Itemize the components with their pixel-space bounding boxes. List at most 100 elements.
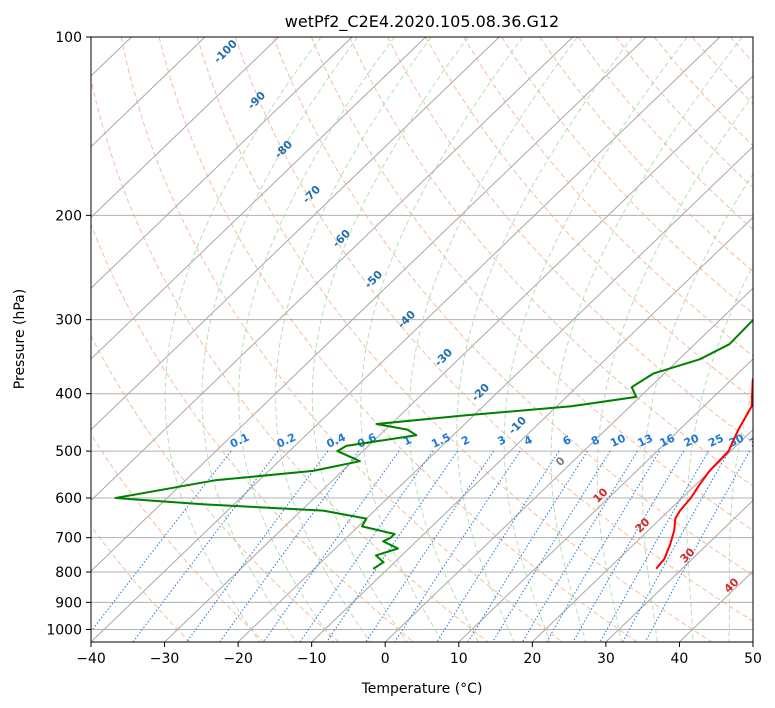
y-tick-label: 900 (55, 595, 82, 611)
moist-adiabat-label: 40 (722, 575, 742, 595)
mixing-ratio-line (644, 450, 751, 642)
mixing-ratio-label: 4 (522, 433, 535, 448)
x-tick-label: 40 (671, 651, 689, 667)
isotherm-line (164, 75, 753, 642)
dewpoint-profile-line (114, 318, 753, 570)
moist-adiabat-label: 10 (591, 485, 611, 505)
mixing-ratio-label: 0.1 (228, 431, 251, 451)
mixing-ratio-line (186, 450, 329, 642)
moist-adiabat-line (596, 94, 753, 642)
dry-adiabat-label: -100 (211, 37, 240, 66)
mixing-ratio-line (394, 450, 521, 642)
isotherm-line (91, 37, 574, 502)
dry-adiabat-line (91, 77, 489, 642)
isotherm-line (605, 499, 753, 642)
dry-adiabat-label: -80 (272, 138, 295, 161)
dry-adiabat-label: -50 (362, 268, 385, 291)
moist-adiabat-line (360, 37, 524, 642)
mixing-ratio-line (365, 450, 495, 642)
isotherm-line (311, 216, 753, 642)
x-axis-label: Temperature (°C) (361, 681, 483, 697)
isotherm-line (752, 641, 753, 642)
profile-series (114, 318, 753, 570)
moist-adiabat-line (728, 387, 753, 642)
moist-adiabat-line (311, 37, 469, 642)
mixing-ratio-label: 16 (658, 431, 678, 449)
mixing-ratio-line (622, 450, 730, 642)
isotherm-line (0, 37, 58, 642)
isotherm-line (91, 37, 427, 360)
mixing-ratio-line (467, 450, 588, 642)
x-tick-label: −10 (297, 651, 327, 667)
isotherm-line (384, 287, 753, 642)
reference-line-labels: 0.1 0.2 0.4 0.6 1 1.5 2 3 4 6 8 10 13 16 20 25 30 36-100-… (211, 37, 767, 596)
dry-adiabat-line (91, 525, 191, 642)
dry-adiabat-line (539, 37, 753, 273)
x-tick-label: 10 (450, 651, 468, 667)
moist-adiabat-label: 30 (678, 545, 698, 565)
dry-adiabat-line (158, 37, 638, 642)
moist-adiabat-line (642, 172, 753, 642)
mixing-ratio-label: 3 (496, 433, 508, 448)
moist-adiabat-line (201, 37, 359, 642)
isotherm-line (237, 145, 753, 642)
mixing-ratio-line (572, 450, 685, 642)
mixing-ratio-label: 0.2 (275, 431, 298, 451)
y-tick-label: 1000 (46, 622, 82, 638)
x-tick-label: 30 (597, 651, 615, 667)
mixing-ratio-line (263, 450, 400, 642)
x-tick-label: 20 (523, 651, 541, 667)
dry-adiabat-line (310, 37, 753, 532)
y-axis-label: Pressure (hPa) (12, 289, 28, 389)
chart-title: wetPf2_C2E4.2020.105.08.36.G12 (285, 12, 559, 32)
mixing-ratio-label: 20 (682, 431, 702, 449)
moist-adiabat-line (408, 37, 579, 642)
mixing-ratio-label: 2 (459, 433, 471, 448)
mixing-ratio-label: 10 (608, 431, 628, 449)
mixing-ratio-line (91, 450, 232, 633)
mixing-ratio-line (492, 450, 611, 642)
y-tick-label: 100 (55, 30, 82, 46)
isotherm-line (91, 37, 500, 431)
dry-adiabat-line (91, 334, 340, 642)
dry-adiabat-line (91, 433, 265, 642)
temperature-profile-line (655, 375, 753, 570)
mixing-ratio-label: 36 (747, 431, 767, 449)
y-tick-label: 700 (55, 531, 82, 547)
moist-adiabat-line (456, 37, 633, 642)
dry-adiabat-label: -70 (300, 183, 323, 206)
x-tick-label: −40 (76, 651, 106, 667)
moist-adiabat-line (238, 37, 395, 642)
isotherm-line (91, 37, 206, 148)
y-tick-label: 200 (55, 208, 82, 224)
isotherm-line (531, 428, 753, 642)
dry-adiabat-line (653, 37, 753, 147)
moist-adiabat-line (275, 37, 432, 642)
y-tick-label: 300 (55, 313, 82, 329)
isotherm-line (458, 358, 753, 642)
y-tick-label: 500 (55, 444, 82, 460)
dry-adiabat-label: -90 (245, 89, 268, 112)
moist-adiabat-line (503, 37, 688, 642)
x-tick-label: 0 (381, 651, 390, 667)
y-tick-label: 800 (55, 565, 82, 581)
dry-adiabat-line (349, 37, 753, 487)
mixing-ratio-label: 13 (636, 432, 655, 450)
x-tick-label: 50 (744, 651, 762, 667)
mixing-ratio-line (299, 450, 434, 642)
dry-adiabat-label: -60 (330, 227, 353, 250)
moist-adiabat-label: 0 (553, 454, 568, 469)
y-tick-label: 600 (55, 491, 82, 507)
x-tick-label: −20 (223, 651, 253, 667)
mixing-ratio-line (132, 450, 279, 642)
dry-adiabat-line (120, 37, 563, 642)
y-tick-label: 400 (55, 387, 82, 403)
isotherm-line (91, 37, 279, 219)
mixing-ratio-line (219, 450, 359, 642)
x-axis-ticks: −40 −30 −20 −10 0 10 20 30 40 50 (76, 642, 762, 667)
y-axis-ticks: 100 200 300 400 500 600 700 800 900 1000 (46, 30, 91, 638)
dry-adiabat-label: -40 (395, 308, 418, 331)
mixing-ratio-line (599, 450, 709, 642)
mixing-ratio-label: 25 (706, 432, 725, 450)
